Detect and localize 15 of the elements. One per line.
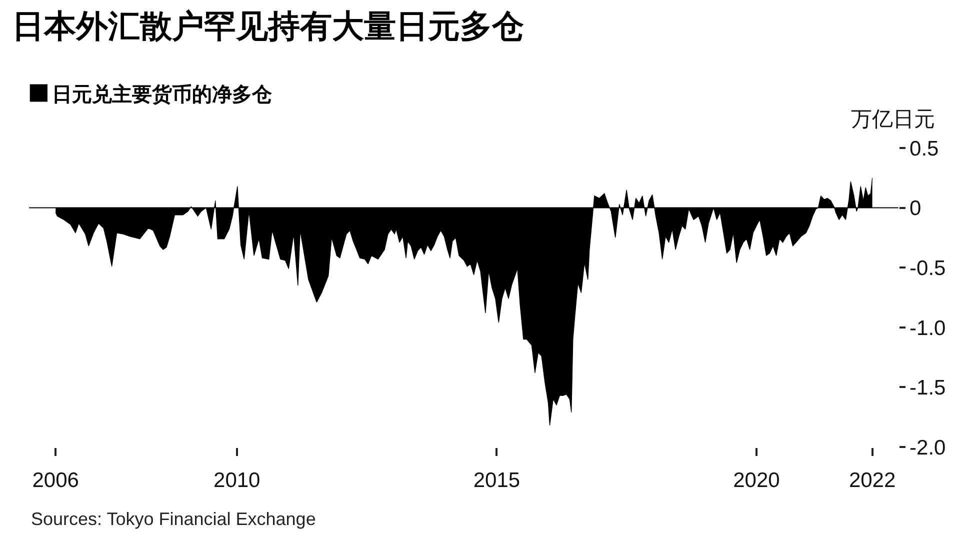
y-tick-label: -1.0 <box>910 316 946 340</box>
x-tick-label: 2015 <box>473 469 520 492</box>
y-tick-label: -2.0 <box>910 436 946 460</box>
x-tick-label: 2022 <box>848 469 896 492</box>
x-tick-label: 2006 <box>32 469 79 492</box>
x-tick-label: 2020 <box>733 469 780 492</box>
y-tick-label: -1.5 <box>910 376 946 400</box>
y-tick-label: 0 <box>910 197 922 220</box>
chart-title: 日本外汇散户罕见持有大量日元多仓 <box>12 8 524 44</box>
y-tick-label: -0.5 <box>910 256 946 280</box>
y-tick-label: 0.5 <box>910 137 939 160</box>
y-axis-title: 万亿日元 <box>851 108 935 131</box>
x-tick-label: 2010 <box>214 469 260 492</box>
legend-label: 日元兑主要货币的净多仓 <box>52 82 274 106</box>
source-note: Sources: Tokyo Financial Exchange <box>31 509 316 529</box>
